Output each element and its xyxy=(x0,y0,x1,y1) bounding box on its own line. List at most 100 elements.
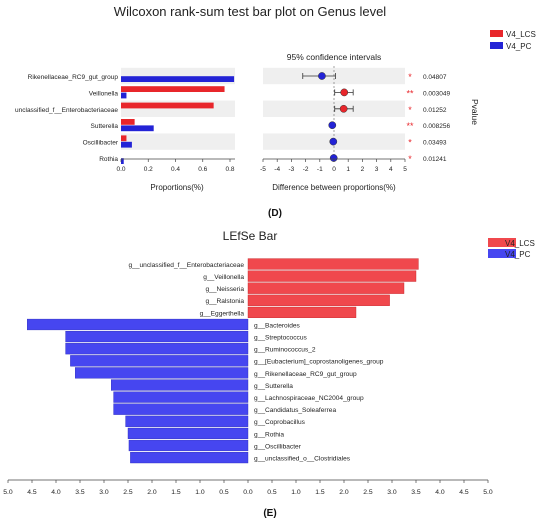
ci-point-oscillibacter xyxy=(329,137,338,146)
ci-row-band xyxy=(263,100,405,117)
proportions-axis-label: Proportions(%) xyxy=(150,183,204,192)
lefse-label-g-rothia: g__Rothia xyxy=(254,431,284,438)
lefse-tick-label: 0.5 xyxy=(267,489,277,496)
proportion-tick-label: 0.8 xyxy=(225,166,234,173)
significance-mark: * xyxy=(408,105,412,115)
panel-label-e: (E) xyxy=(263,508,276,519)
bar-v4-pc-veillonella xyxy=(121,92,127,99)
lefse-tick-label: 4.0 xyxy=(435,489,445,496)
difference-tick-label: 4 xyxy=(389,166,393,173)
ci-point-sutterella xyxy=(328,121,337,130)
ci-point-rikenellaceae-rc9-gut-group xyxy=(318,72,326,80)
lefse-tick-label: 0.5 xyxy=(219,489,229,496)
lefse-label-g-unclassified-o-clostridiales: g__unclassified_o__Clostridiales xyxy=(254,456,351,463)
lefse-label-g-sutterella: g__Sutterella xyxy=(254,383,293,390)
lefse-legend-label-v4-pc: V4_PC xyxy=(505,250,531,259)
lefse-bar-g-streptococcus xyxy=(65,331,249,343)
lefse-label-g-veillonella: g__Veillonella xyxy=(203,274,244,281)
lefse-label-g-candidatus-soleaferrea: g__Candidatus_Soleaferrea xyxy=(254,407,336,414)
panel-e: LEfSe Bar V4_LCS V4_PC g__unclassified_f… xyxy=(3,229,535,519)
row-band xyxy=(121,133,235,150)
significance-mark: ** xyxy=(406,121,414,131)
category-label-sutterella: Sutterella xyxy=(91,123,119,130)
lefse-bar-g-eggerthella xyxy=(247,306,357,319)
lefse-bar-g-unclassified-o-clostridiales xyxy=(130,452,249,464)
lefse-label-g-oscillibacter: g__Oscillibacter xyxy=(254,443,302,450)
significance-mark: * xyxy=(408,72,412,82)
lefse-tick-label: 5.0 xyxy=(3,489,13,496)
lefse-tick-label: 2.5 xyxy=(363,489,373,496)
lefse-label-g-rikenellaceae-rc9-gut-group: g__Rikenellaceae_RC9_gut_group xyxy=(254,371,357,378)
bar-v4-lcs-veillonella xyxy=(121,86,225,92)
lefse-tick-label: 2.0 xyxy=(147,489,157,496)
category-label-rothia: Rothia xyxy=(99,156,118,163)
legend-swatch-v4-pc xyxy=(490,42,503,49)
lefse-bar-g-rothia xyxy=(127,427,249,440)
lefse-legend-swatch-v4-pc xyxy=(488,249,516,258)
lefse-bar-g-eubacterium-coprostanoligenes-group xyxy=(70,355,249,367)
lefse-tick-label: 3.0 xyxy=(387,489,397,496)
panel-d: Wilcoxon rank-sum test bar plot on Genus… xyxy=(15,4,536,219)
difference-tick-label: -4 xyxy=(274,166,280,173)
ci-panel: 95% confidence intervals -5 -4 -3 -2 -1 0 1 2 3 4… xyxy=(260,52,480,192)
lefse-tick-label: 1.0 xyxy=(195,489,205,496)
proportions-panel: 0.0 0.2 0.4 0.6 0.8 Proportions(%) xyxy=(116,67,235,192)
panel-label-d: (D) xyxy=(268,208,282,219)
lefse-bars xyxy=(27,258,419,464)
lefse-label-g-coprobacillus: g__Coprobacillus xyxy=(254,419,306,426)
lefse-bar-g-oscillibacter xyxy=(128,439,249,452)
proportion-tick-label: 0.6 xyxy=(198,166,207,173)
lefse-label-g-eggerthella: g__Eggerthella xyxy=(200,310,245,317)
difference-tick-label: -3 xyxy=(289,166,295,173)
bar-v4-pc-sutterella xyxy=(121,125,154,132)
lefse-bar-g-ruminococcus-2 xyxy=(65,343,249,355)
significance-mark: * xyxy=(408,154,412,164)
lefse-bar-g-coprobacillus xyxy=(125,415,249,427)
difference-tick-label: 1 xyxy=(346,166,350,173)
wilcoxon-title: Wilcoxon rank-sum test bar plot on Genus… xyxy=(114,4,387,19)
lefse-label-g-ruminococcus-2: g__Ruminococcus_2 xyxy=(254,347,316,354)
lefse-label-g-unclassified-f-enterobacteriaceae: g__unclassified_f__Enterobacteriaceae xyxy=(129,262,245,269)
category-label-unclassified-f-enterobacteriaceae: unclassified_f__Enterobacteriaceae xyxy=(15,107,118,114)
lefse-tick-label: 2.0 xyxy=(339,489,349,496)
ci-point-veillonella xyxy=(340,88,349,97)
lefse-bar-g-ralstonia xyxy=(247,294,390,306)
lefse-tick-label: 1.0 xyxy=(291,489,301,496)
proportion-tick-label: 0.2 xyxy=(144,166,153,173)
proportion-bars xyxy=(121,76,235,164)
lefse-legend-label-v4-lcs: V4_LCS xyxy=(505,239,535,248)
pvalue-labels: 0.04807 0.003049 0.01252 0.008256 0.03493 0.0… xyxy=(423,74,450,163)
lefse-bar-g-bacteroides xyxy=(27,318,249,331)
pvalue-label: 0.01241 xyxy=(423,156,447,163)
difference-tick-label: -5 xyxy=(260,166,266,173)
bar-v4-lcs-sutterella xyxy=(121,119,135,125)
category-label-rikenellaceae-rc9-gut-group: Rikenellaceae_RC9_gut_group xyxy=(28,74,119,81)
lefse-label-g-lachnospiraceae-nc2004-group: g__Lachnospiraceae_NC2004_group xyxy=(254,395,364,402)
lefse-bar-g-sutterella xyxy=(110,379,249,391)
lefse-label-g-ralstonia: g__Ralstonia xyxy=(206,298,245,305)
difference-tick-label: 0 xyxy=(332,166,336,173)
pvalue-label: 0.04807 xyxy=(423,74,447,81)
lefse-bar-g-rikenellaceae-rc9-gut-group xyxy=(74,367,249,379)
lefse-bar-g-lachnospiraceae-nc2004-group xyxy=(113,391,249,403)
ci-row-shading xyxy=(263,67,405,150)
legend-label-v4-pc: V4_PC xyxy=(506,42,532,51)
ci-point-unclassified-f-enterobacteriaceae xyxy=(339,104,348,113)
pvalue-label: 0.01252 xyxy=(423,107,447,114)
ci-subtitle: 95% confidence intervals xyxy=(287,52,382,62)
lefse-tick-label: 4.0 xyxy=(51,489,61,496)
bar-v4-lcs-oscillibacter xyxy=(121,135,127,142)
lefse-labels: g__unclassified_f__Enterobacteriaceae g__… xyxy=(129,262,384,463)
difference-axis-label: Difference between proportions(%) xyxy=(272,183,396,192)
difference-tick-label: 3 xyxy=(375,166,379,173)
lefse-label-g-neisseria: g__Neisseria xyxy=(206,286,245,293)
lefse-tick-label: 1.5 xyxy=(171,489,181,496)
bar-v4-pc-rikenellaceae-rc9-gut-group xyxy=(121,76,235,82)
difference-tick-label: -1 xyxy=(317,166,323,173)
difference-tick-label: 2 xyxy=(361,166,365,173)
lefse-title: LEfSe Bar xyxy=(223,229,278,243)
pvalue-axis-label: Pvalue xyxy=(470,99,480,125)
lefse-ticks: 5.0 4.5 4.0 3.5 3.0 2.5 2.0 1.5 1.0 0.5 0.0 0.5 1.0 1… xyxy=(3,480,493,496)
lefse-label-g-eubacterium-coprostanoligenes-group: g__[Eubacterium]_coprostanoligenes_group xyxy=(254,359,384,366)
